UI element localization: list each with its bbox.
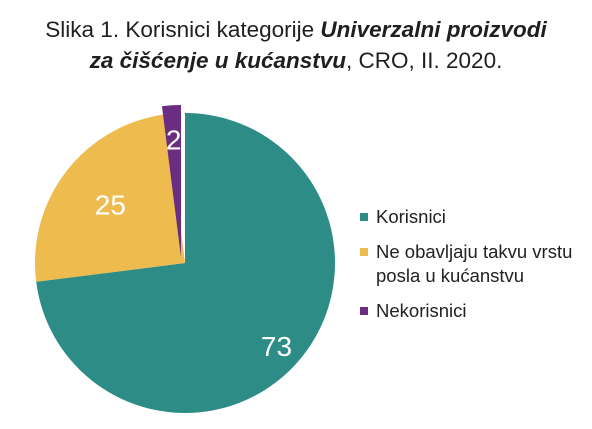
slice-korisnici: [36, 113, 335, 413]
chart-title-part1: Slika 1. Korisnici kategorije: [45, 17, 321, 42]
legend-swatch-korisnici: [360, 213, 368, 221]
legend-label-nekorisnici: Nekorisnici: [376, 300, 467, 321]
data-label-ne-obavljaju: 25: [95, 190, 126, 221]
legend-item-nekorisnici: Nekorisnici: [360, 299, 585, 323]
chart-title: Slika 1. Korisnici kategorije Univerzaln…: [0, 14, 592, 76]
legend: Korisnici Ne obavljaju takvu vrstu posla…: [360, 205, 585, 334]
legend-label-korisnici: Korisnici: [376, 206, 446, 227]
chart-title-part4: , CRO, II. 2020.: [346, 48, 503, 73]
legend-swatch-nekorisnici: [360, 307, 368, 315]
slice-ne-obavljaju: [35, 114, 185, 282]
data-label-nekorisnici: 2: [166, 125, 182, 156]
slice-nekorisnici: [161, 105, 181, 257]
chart-title-category: Univerzalni proizvodi: [320, 17, 547, 42]
data-label-korisnici: 73: [261, 331, 292, 362]
legend-item-ne-obavljaju: Ne obavljaju takvu vrstu posla u kućanst…: [360, 240, 585, 288]
legend-item-korisnici: Korisnici: [360, 205, 585, 229]
chart-title-category-cont: za čišćenje u kućanstvu: [89, 48, 347, 73]
legend-swatch-ne-obavljaju: [360, 248, 368, 256]
legend-label-ne-obavljaju: Ne obavljaju takvu vrstu posla u kućanst…: [376, 241, 573, 286]
